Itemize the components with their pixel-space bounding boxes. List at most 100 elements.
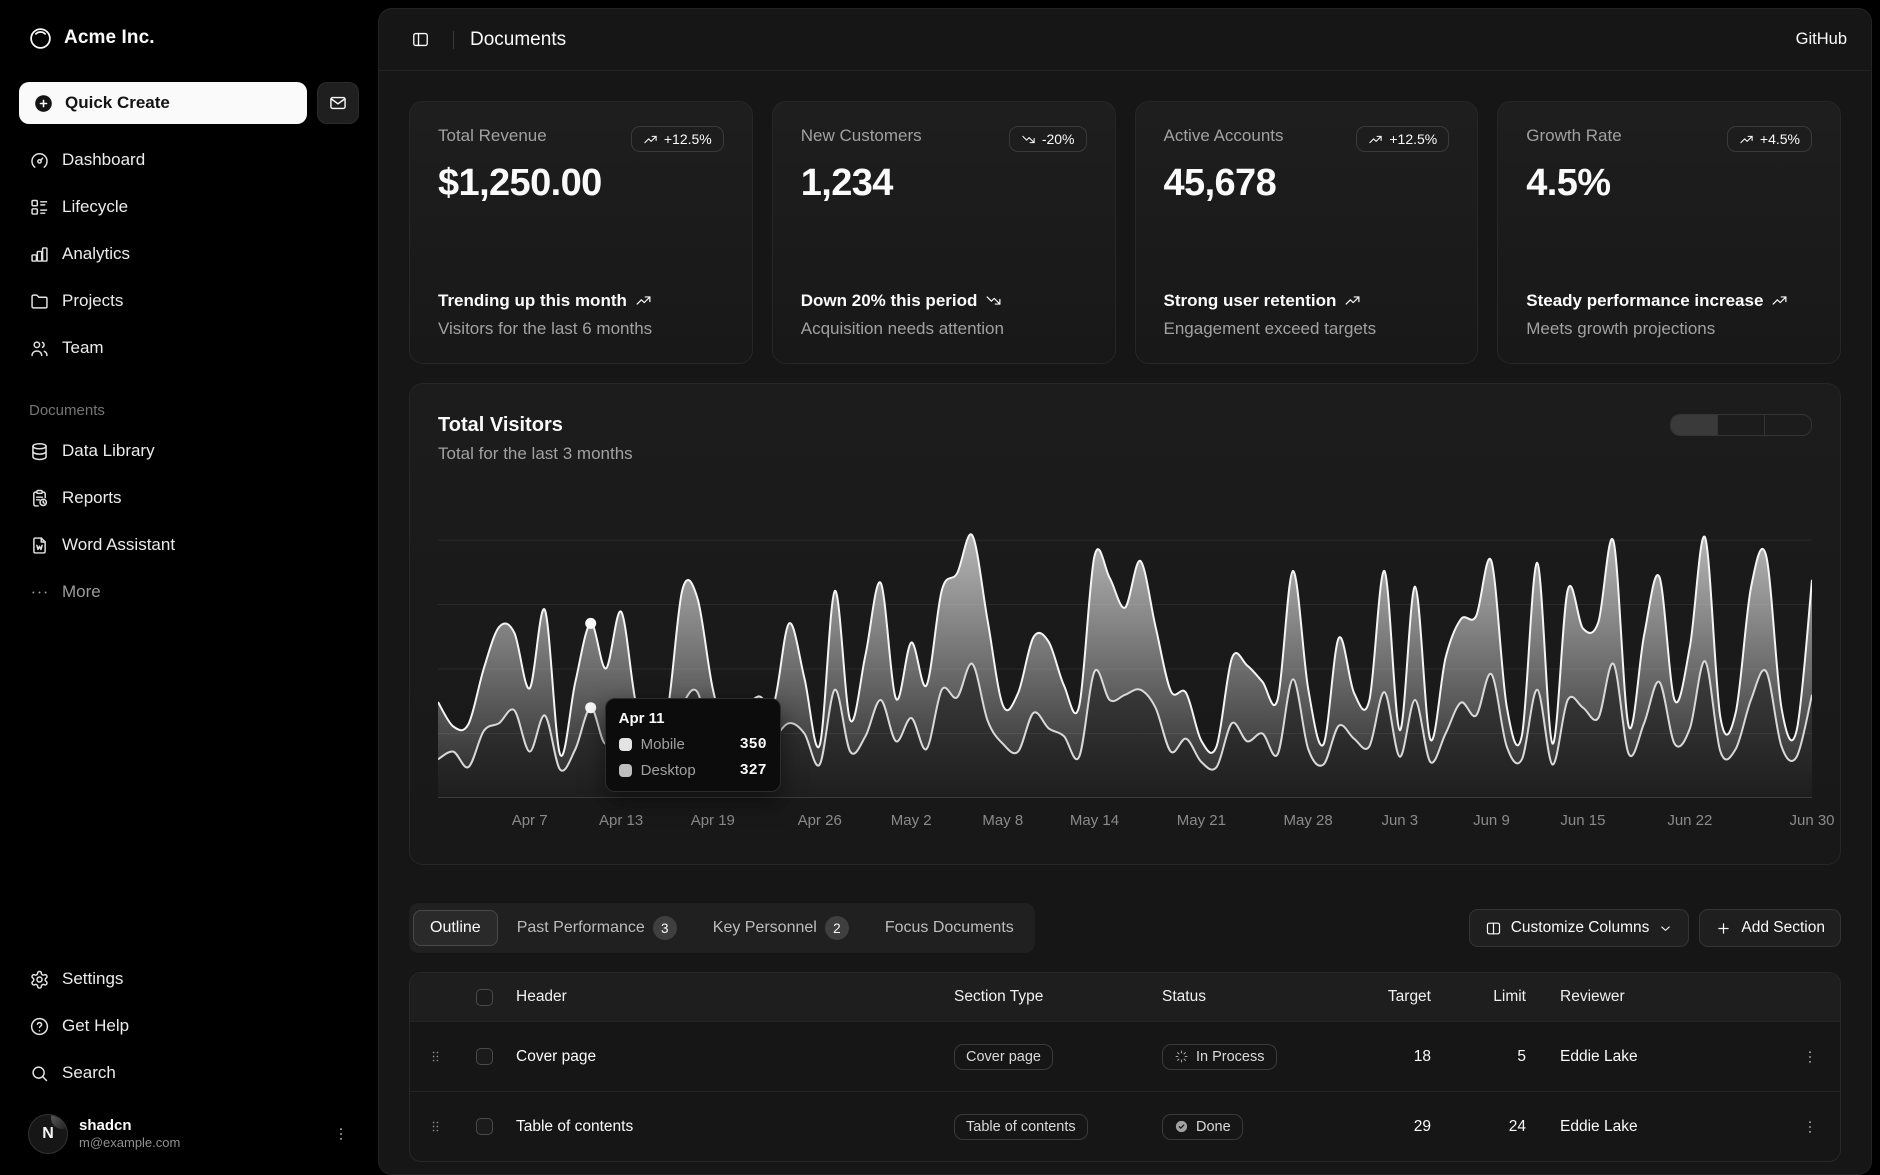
nav-item-label: Search	[62, 1063, 116, 1082]
nav-item-icon	[29, 1063, 50, 1084]
trend-badge-value: +4.5%	[1759, 131, 1800, 147]
view-tab[interactable]: Outline	[413, 910, 498, 946]
circle-plus-icon	[33, 93, 54, 114]
dots-vertical-icon	[332, 1125, 350, 1143]
sidebar-nav-item[interactable]: Get Help	[19, 1006, 359, 1046]
trend-icon	[635, 292, 652, 309]
sidebar-nav-item[interactable]: Data Library	[19, 431, 359, 471]
x-axis-tick: Jun 15	[1560, 812, 1606, 829]
stat-card-footer-title: Trending up this month	[438, 290, 627, 310]
sidebar-section-label: Documents	[29, 402, 105, 419]
section-type-badge: Cover page	[954, 1043, 1053, 1070]
stat-card-footer-desc: Visitors for the last 6 months	[438, 319, 653, 338]
row-target[interactable]: 18	[1413, 1047, 1431, 1065]
nav-item-label: Settings	[62, 969, 124, 988]
quick-create-button[interactable]: Quick Create	[19, 82, 307, 124]
user-menu[interactable]: N shadcn m@example.com	[19, 1107, 359, 1161]
tooltip-date: Apr 11	[618, 710, 665, 727]
nav-item-label: Lifecycle	[62, 197, 129, 216]
nav-item-label: Reports	[62, 488, 122, 507]
sidebar-nav-item[interactable]: Word Assistant	[19, 525, 359, 565]
sidebar-nav-item[interactable]: Search	[19, 1053, 359, 1093]
sidebar-nav-item[interactable]: Analytics	[19, 234, 359, 274]
brand[interactable]: Acme Inc.	[19, 16, 359, 60]
col-limit: Limit	[1493, 988, 1526, 1005]
dots-vertical-icon	[1801, 1048, 1819, 1066]
status-icon	[1174, 1049, 1189, 1064]
sidebar: Acme Inc. Quick Create Dashboard Lifecyc…	[0, 0, 378, 1175]
row-reviewer[interactable]: Eddie Lake	[1560, 1117, 1638, 1135]
stat-card-footer-desc: Acquisition needs attention	[800, 319, 1004, 338]
sidebar-nav-item[interactable]: Reports	[19, 478, 359, 518]
trend-icon	[985, 292, 1002, 309]
nav-item-label: Analytics	[62, 244, 131, 263]
row-header[interactable]: Table of contents	[516, 1117, 634, 1135]
nav-item-label: Dashboard	[62, 150, 146, 169]
stat-card-label: Total Revenue	[438, 126, 547, 145]
row-target[interactable]: 29	[1413, 1117, 1431, 1135]
series-label: Mobile	[640, 736, 685, 753]
view-tab[interactable]: Past Performance 3	[500, 907, 694, 949]
row-limit[interactable]: 5	[1517, 1047, 1526, 1065]
view-tab[interactable]: Focus Documents	[868, 910, 1031, 946]
stat-card-footer-title: Strong user retention	[1163, 290, 1337, 310]
visitors-area-chart[interactable]: Apr 7 Apr 13 Apr 19 Apr 26 May 2 May 8 May 14 M…	[438, 522, 1835, 836]
add-section-button[interactable]: Add Section	[1699, 909, 1841, 947]
x-axis-tick: Apr 19	[690, 812, 735, 829]
sidebar-nav-item[interactable]: Dashboard	[19, 140, 359, 180]
content: Total Revenue +12.5% $1,250.00 Trending …	[379, 71, 1871, 1174]
row-reviewer[interactable]: Eddie Lake	[1560, 1047, 1638, 1065]
sidebar-nav-item[interactable]: Projects	[19, 281, 359, 321]
sidebar-nav-item[interactable]: More	[19, 572, 359, 612]
stat-card: Active Accounts +12.5% 45,678 Strong use…	[1134, 101, 1479, 364]
x-axis-tick: Jun 3	[1381, 812, 1419, 829]
x-axis-tick: May 14	[1069, 812, 1120, 829]
status-icon	[1174, 1119, 1189, 1134]
sidebar-nav-secondary: Settings Get Help Search	[19, 959, 359, 1093]
table-row: Cover page Cover page In Process 18 5 Ed…	[410, 1021, 1840, 1091]
plus-icon	[1715, 920, 1732, 937]
col-section-type: Section Type	[954, 988, 1044, 1005]
github-link[interactable]: GitHub	[1795, 30, 1847, 48]
sidebar-nav-item[interactable]: Lifecycle	[19, 187, 359, 227]
customize-columns-button[interactable]: Customize Columns	[1468, 909, 1690, 947]
x-axis-tick: May 21	[1176, 812, 1226, 829]
range-toggle-button[interactable]	[1717, 415, 1764, 435]
select-all-checkbox[interactable]	[475, 988, 493, 1006]
section-type-badge: Table of contents	[954, 1113, 1088, 1140]
row-header[interactable]: Cover page	[516, 1047, 597, 1065]
row-checkbox[interactable]	[475, 1048, 493, 1065]
table-toolbar: Outline Past Performance 3 Key Personnel…	[409, 903, 1841, 953]
sidebar-nav-item[interactable]: Settings	[19, 959, 359, 999]
trend-badge-value: +12.5%	[1389, 131, 1438, 147]
status-badge: In Process	[1162, 1043, 1277, 1070]
tab-count-badge: 2	[824, 916, 849, 940]
nav-item-icon	[29, 582, 50, 603]
chart-title: Total Visitors	[438, 414, 563, 436]
drag-handle[interactable]	[410, 1118, 460, 1135]
trend-badge: +4.5%	[1726, 126, 1812, 152]
view-tab[interactable]: Key Personnel 2	[696, 907, 866, 949]
sidebar-toggle-button[interactable]	[403, 23, 437, 57]
row-menu-button[interactable]	[1780, 1048, 1840, 1066]
nav-item-label: Data Library	[62, 441, 155, 460]
row-limit[interactable]: 24	[1508, 1117, 1526, 1135]
row-checkbox[interactable]	[475, 1118, 493, 1135]
range-toggle-button[interactable]	[1671, 415, 1717, 435]
chart-tooltip: Apr 11 Mobile 350 Desktop 327	[604, 698, 781, 792]
sidebar-nav-item[interactable]: Team	[19, 328, 359, 368]
nav-item-label: Get Help	[62, 1016, 130, 1035]
stat-card-footer-desc: Meets growth projections	[1526, 319, 1716, 338]
trend-badge: +12.5%	[630, 126, 724, 152]
sidebar-nav-main: Dashboard Lifecycle Analytics Projects T…	[19, 140, 359, 368]
stat-card-label: New Customers	[800, 126, 922, 145]
series-swatch	[618, 764, 632, 777]
grip-vertical-icon	[427, 1048, 444, 1065]
col-status: Status	[1162, 988, 1206, 1005]
range-toggle-button[interactable]	[1764, 415, 1811, 435]
row-menu-button[interactable]	[1780, 1118, 1840, 1136]
tab-count-badge: 3	[652, 916, 677, 940]
drag-handle[interactable]	[410, 1048, 460, 1065]
inbox-button[interactable]	[317, 82, 359, 124]
sidebar-nav-documents: Data Library Reports Word Assistant More	[19, 431, 359, 612]
